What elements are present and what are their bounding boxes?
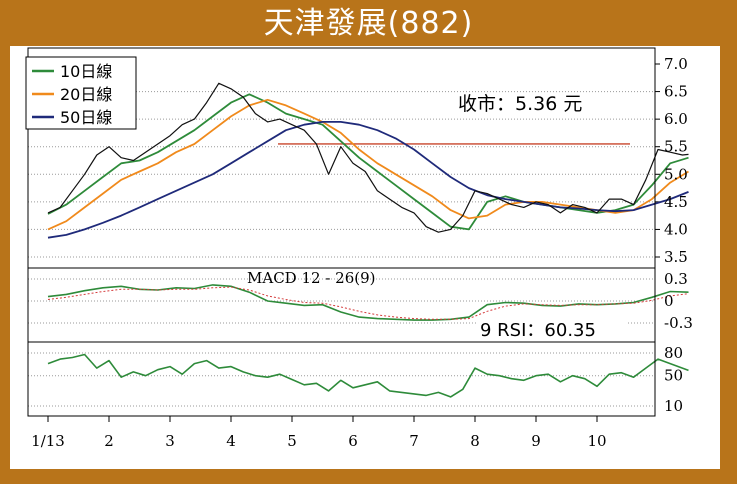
x-tick-label: 2 — [104, 432, 114, 450]
y-tick-label: 0 — [664, 292, 674, 310]
y-tick-label: 5.0 — [664, 165, 688, 183]
y-tick-label: 50 — [664, 367, 683, 385]
rsi-series-0 — [47, 353, 689, 398]
rsi-title: 9 RSI：60.35 — [480, 320, 596, 341]
x-tick-label: 7 — [409, 432, 419, 450]
y-tick-label: 6.5 — [664, 83, 688, 101]
x-tick-label: 6 — [348, 432, 358, 450]
price-series-3 — [47, 82, 689, 233]
y-tick-label: -0.3 — [664, 314, 693, 332]
chart-svg: 7.0 6.5 6.0 5.5 5.0 4.5 4.0 3.5 0.3 0 -0.3 80 50 10 1/… — [25, 47, 693, 450]
y-tick-label: 6.0 — [664, 110, 688, 128]
legend: 10日線 20日線 50日線 — [25, 56, 137, 130]
macd-series-1 — [47, 286, 689, 320]
x-tick-label: 5 — [287, 432, 297, 450]
y-tick-label: 7.0 — [664, 55, 688, 73]
chart-title: 天津發展(882) — [263, 6, 474, 41]
x-tick-label: 8 — [470, 432, 480, 450]
x-tick-label: 9 — [531, 432, 541, 450]
y-tick-label: 80 — [664, 344, 683, 362]
y-tick-label: 5.5 — [664, 138, 688, 156]
legend-label-50d: 50日線 — [60, 108, 112, 127]
price-series-0 — [47, 93, 689, 231]
y-tick-label: 4.5 — [664, 193, 688, 211]
rsi-label-box: 9 RSI：60.35 — [476, 318, 626, 341]
y-tick-label: 4.0 — [664, 220, 688, 238]
legend-label-10d: 10日線 — [60, 62, 112, 81]
y-tick-label: 10 — [664, 397, 683, 415]
series-layer — [47, 82, 689, 398]
y-tick-label: 0.3 — [664, 270, 688, 288]
x-tick-label: 10 — [587, 432, 606, 450]
x-tick-label: 1/13 — [31, 432, 65, 450]
legend-label-20d: 20日線 — [60, 85, 112, 104]
macd-title: MACD 12 - 26(9) — [247, 269, 376, 287]
panel-frames — [27, 47, 656, 417]
macd-series-0 — [47, 284, 689, 321]
tick-labels: 7.0 6.5 6.0 5.5 5.0 4.5 4.0 3.5 0.3 0 -0.3 80 50 10 1/… — [31, 55, 693, 450]
x-tick-label: 4 — [226, 432, 236, 450]
x-tick-label: 3 — [165, 432, 175, 450]
price-series-1 — [47, 98, 689, 231]
chart-panel: 7.0 6.5 6.0 5.5 5.0 4.5 4.0 3.5 0.3 0 -0.3 80 50 10 1/… — [10, 46, 720, 469]
price-series-2 — [47, 121, 689, 239]
y-tick-label: 3.5 — [664, 248, 688, 266]
panel-frame-2 — [27, 341, 656, 417]
price-label: 收市：5.36 元 — [458, 93, 582, 115]
